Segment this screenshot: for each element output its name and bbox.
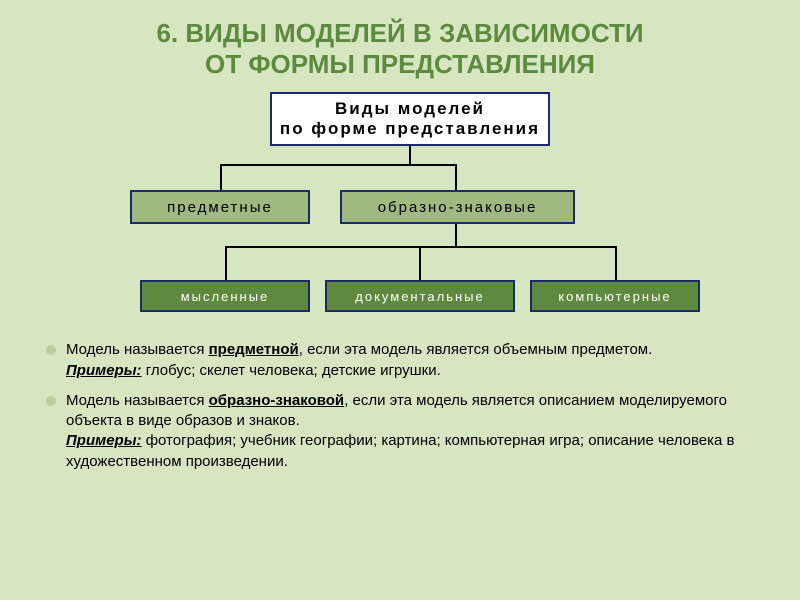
node-l3-a-label: мысленные [181, 289, 270, 304]
bullet-definition: Модель называется предметной, если эта м… [66, 340, 754, 360]
conn-l3-c [615, 246, 617, 280]
node-l3-c: компьютерные [530, 280, 700, 312]
node-root: Виды моделей по форме представления [270, 92, 550, 146]
node-l3-b: документальные [325, 280, 515, 312]
conn-r-down [455, 224, 457, 246]
node-l2-left-label: предметные [167, 199, 273, 216]
node-l3-b-label: документальные [355, 289, 485, 304]
slide: 6. ВИДЫ МОДЕЛЕЙ В ЗАВИСИМОСТИ ОТ ФОРМЫ П… [0, 0, 800, 600]
bullet-marker-icon [46, 396, 56, 406]
bullet-definition: Модель называется образно-знаковой, если… [66, 391, 754, 432]
bullet-text: Модель называется предметной, если эта м… [66, 340, 754, 381]
node-l2-left: предметные [130, 190, 310, 224]
node-root-line1: Виды моделей [335, 99, 485, 119]
bullet-item: Модель называется образно-знаковой, если… [46, 391, 754, 472]
node-l3-c-label: компьютерные [558, 289, 671, 304]
slide-title: 6. ВИДЫ МОДЕЛЕЙ В ЗАВИСИМОСТИ ОТ ФОРМЫ П… [40, 18, 760, 80]
conn-l3-b [419, 246, 421, 280]
conn-l2-h [220, 164, 457, 166]
node-l3-a: мысленные [140, 280, 310, 312]
bullet-list: Модель называется предметной, если эта м… [40, 340, 760, 472]
conn-l2-right-v [455, 164, 457, 190]
bullet-item: Модель называется предметной, если эта м… [46, 340, 754, 381]
title-line2: ОТ ФОРМЫ ПРЕДСТАВЛЕНИЯ [40, 49, 760, 80]
conn-root-down [409, 146, 411, 164]
bullet-examples: Примеры: глобус; скелет человека; детски… [66, 361, 754, 381]
bullet-marker-icon [46, 345, 56, 355]
conn-l2-left-v [220, 164, 222, 190]
node-root-line2: по форме представления [280, 119, 540, 139]
hierarchy-diagram: Виды моделей по форме представления пред… [100, 92, 700, 322]
node-l2-right-label: образно-знаковые [378, 199, 538, 216]
conn-l3-h [225, 246, 617, 248]
title-line1: 6. ВИДЫ МОДЕЛЕЙ В ЗАВИСИМОСТИ [40, 18, 760, 49]
bullet-examples: Примеры: фотография; учебник географии; … [66, 431, 754, 472]
node-l2-right: образно-знаковые [340, 190, 575, 224]
conn-l3-a [225, 246, 227, 280]
bullet-text: Модель называется образно-знаковой, если… [66, 391, 754, 472]
